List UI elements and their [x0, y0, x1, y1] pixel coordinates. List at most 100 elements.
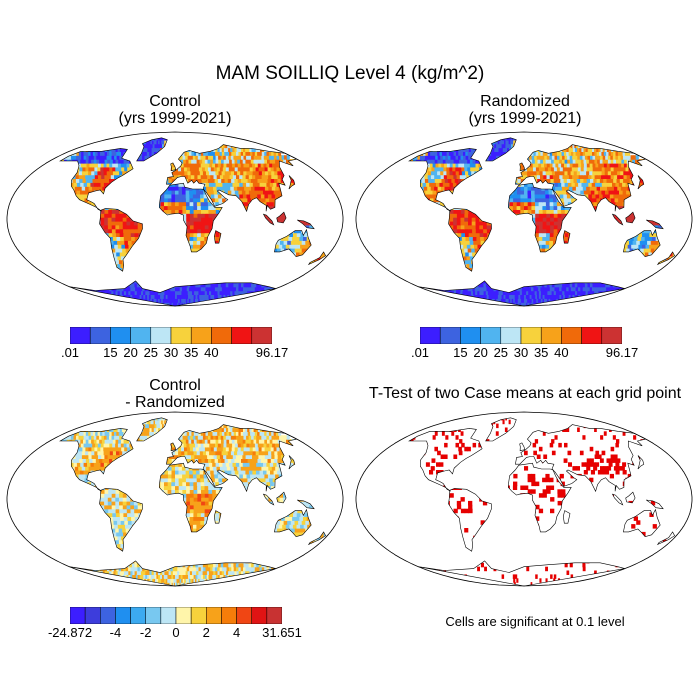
map-cell: [204, 290, 208, 295]
map-cell: [251, 186, 256, 191]
map-cell: [591, 298, 594, 303]
map-cell: [266, 201, 271, 207]
map-cell: [191, 174, 195, 179]
map-cell: [260, 162, 265, 168]
map-cell: [246, 155, 250, 160]
map-cell: [196, 244, 201, 249]
map-cell: [574, 294, 577, 299]
map-cell: [191, 286, 195, 292]
map-cell: [524, 286, 527, 292]
map-cell: [81, 151, 84, 156]
map-cell: [213, 190, 218, 195]
map-cell: [115, 224, 120, 230]
map-cell: [141, 290, 144, 295]
map-cell: [129, 162, 133, 168]
map-cell: [207, 159, 211, 164]
map-cell: [199, 170, 204, 176]
map-cell: [550, 294, 553, 299]
map-cell: [203, 174, 208, 179]
map-cell: [229, 162, 233, 168]
map-cell: [226, 159, 230, 164]
map-cell: [546, 294, 549, 299]
map-cell: [112, 170, 117, 176]
map-cell: [259, 151, 263, 156]
map-cell: [137, 286, 141, 292]
map-cell: [266, 190, 271, 195]
map-cell: [107, 217, 113, 222]
map-cell: [164, 190, 169, 195]
map-cell: [171, 298, 174, 303]
map-cell: [205, 151, 209, 156]
map-cell: [109, 162, 113, 168]
map-cell: [114, 255, 119, 261]
map-cell: [171, 170, 176, 176]
map-cell: [292, 251, 297, 257]
map-cell: [477, 294, 480, 299]
map-cell: [109, 290, 112, 295]
map-cell: [240, 166, 245, 172]
map-cell: [97, 170, 102, 176]
map-cell: [196, 190, 201, 195]
map-cell: [267, 193, 273, 199]
map-cell: [106, 162, 110, 168]
map-cell: [522, 302, 525, 306]
map-cell: [269, 197, 274, 203]
map-ocean-background: [356, 132, 692, 306]
map-cell: [562, 290, 565, 295]
map-cell: [283, 240, 288, 245]
map-cell: [204, 205, 209, 210]
map-cell: [221, 294, 225, 299]
map-cell: [261, 186, 266, 191]
map-cell: [100, 209, 106, 214]
map-cell: [171, 190, 176, 195]
map-cell: [88, 174, 93, 179]
map-cell: [258, 186, 263, 191]
map-cell: [215, 162, 219, 168]
map-cell: [224, 178, 229, 183]
map-cell: [613, 286, 617, 292]
map-cell: [115, 290, 119, 295]
map-cell: [531, 302, 534, 306]
map-cell: [554, 286, 558, 292]
map-cell: [570, 294, 574, 299]
map-cell: [215, 201, 220, 207]
map-cell: [70, 182, 75, 187]
map-cell: [456, 290, 459, 295]
map-cell: [577, 290, 580, 295]
map-cell: [185, 290, 189, 295]
map-cell: [252, 174, 256, 179]
map-cell: [266, 182, 271, 187]
map-cell: [275, 186, 280, 191]
map-cell: [167, 197, 172, 203]
map-cell: [102, 151, 106, 156]
map-cell: [193, 240, 198, 245]
map-cell: [103, 155, 107, 160]
map-cell: [280, 174, 285, 179]
map-cell: [254, 178, 259, 183]
map-cell: [188, 178, 193, 183]
map-cell: [220, 282, 224, 288]
map-cell: [189, 201, 194, 207]
map-cell: [252, 190, 257, 195]
coastline-japan: [288, 175, 296, 190]
map-cell: [208, 205, 213, 210]
map-cell: [161, 139, 164, 145]
map-cell: [208, 182, 213, 187]
map-cell: [147, 155, 151, 160]
map-cell: [514, 294, 518, 299]
map-cell: [95, 178, 100, 183]
map-cell: [226, 151, 230, 156]
map-cell: [221, 143, 225, 149]
map-cell: [527, 302, 529, 306]
map-cell: [188, 298, 191, 303]
map-cell: [193, 151, 197, 156]
map-cell: [303, 244, 308, 249]
map-cell: [256, 282, 260, 288]
map-cell: [270, 201, 275, 207]
map-cell: [563, 286, 567, 292]
map-cell: [92, 178, 97, 183]
map-cell: [300, 244, 305, 249]
map-cell: [94, 166, 98, 172]
map-cell: [240, 151, 244, 156]
map-cell: [550, 298, 553, 303]
